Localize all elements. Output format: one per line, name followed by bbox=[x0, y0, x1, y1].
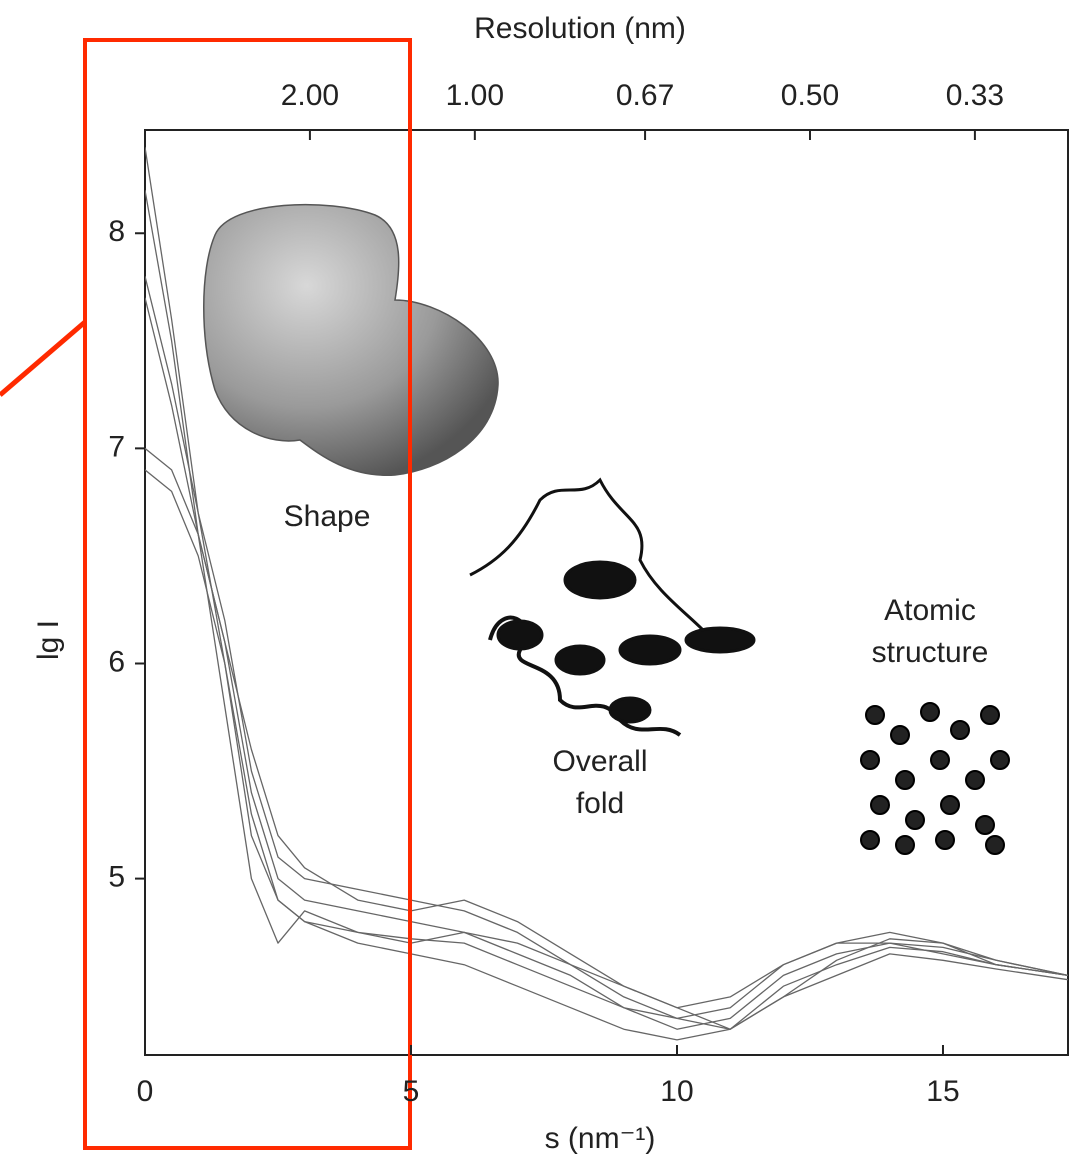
x-tick-label: 0 bbox=[137, 1075, 154, 1108]
x-tick-label: 10 bbox=[660, 1075, 693, 1108]
annotation: fold bbox=[576, 787, 624, 820]
annotation: Atomic bbox=[884, 594, 976, 627]
curve bbox=[145, 190, 1068, 1030]
x2-tick-label: 0.50 bbox=[781, 79, 839, 112]
x2-tick-label: 0.67 bbox=[616, 79, 674, 112]
curve bbox=[145, 447, 1068, 1030]
annotation: structure bbox=[872, 636, 989, 669]
y-tick-label: 7 bbox=[108, 430, 125, 463]
shape-illustration bbox=[203, 203, 499, 476]
curve bbox=[145, 276, 1068, 1030]
atomic-illustration bbox=[860, 702, 1010, 855]
x2-tick-label: 0.33 bbox=[946, 79, 1004, 112]
annotation: Overall bbox=[552, 745, 647, 778]
x2-axis-title: Resolution (nm) bbox=[474, 12, 686, 45]
y-tick-label: 8 bbox=[108, 215, 125, 248]
x-axis-title: s (nm⁻¹) bbox=[545, 1122, 656, 1155]
fold-illustration bbox=[469, 477, 756, 737]
curve bbox=[145, 469, 1068, 1041]
curve bbox=[145, 297, 1068, 1009]
highlight-pointer bbox=[0, 320, 87, 397]
y-axis-title: lg I bbox=[32, 620, 65, 660]
curve bbox=[145, 147, 1068, 1020]
highlight-box bbox=[83, 38, 412, 1150]
x-tick-label: 15 bbox=[926, 1075, 959, 1108]
x2-tick-label: 1.00 bbox=[446, 79, 504, 112]
x-tick-label: 5 bbox=[403, 1075, 420, 1108]
plot-frame bbox=[144, 129, 1069, 1056]
y-tick-label: 5 bbox=[108, 861, 125, 894]
annotation: Shape bbox=[284, 500, 371, 533]
x2-tick-label: 2.00 bbox=[281, 79, 339, 112]
y-tick-label: 6 bbox=[108, 645, 125, 678]
curves bbox=[145, 147, 1068, 1041]
